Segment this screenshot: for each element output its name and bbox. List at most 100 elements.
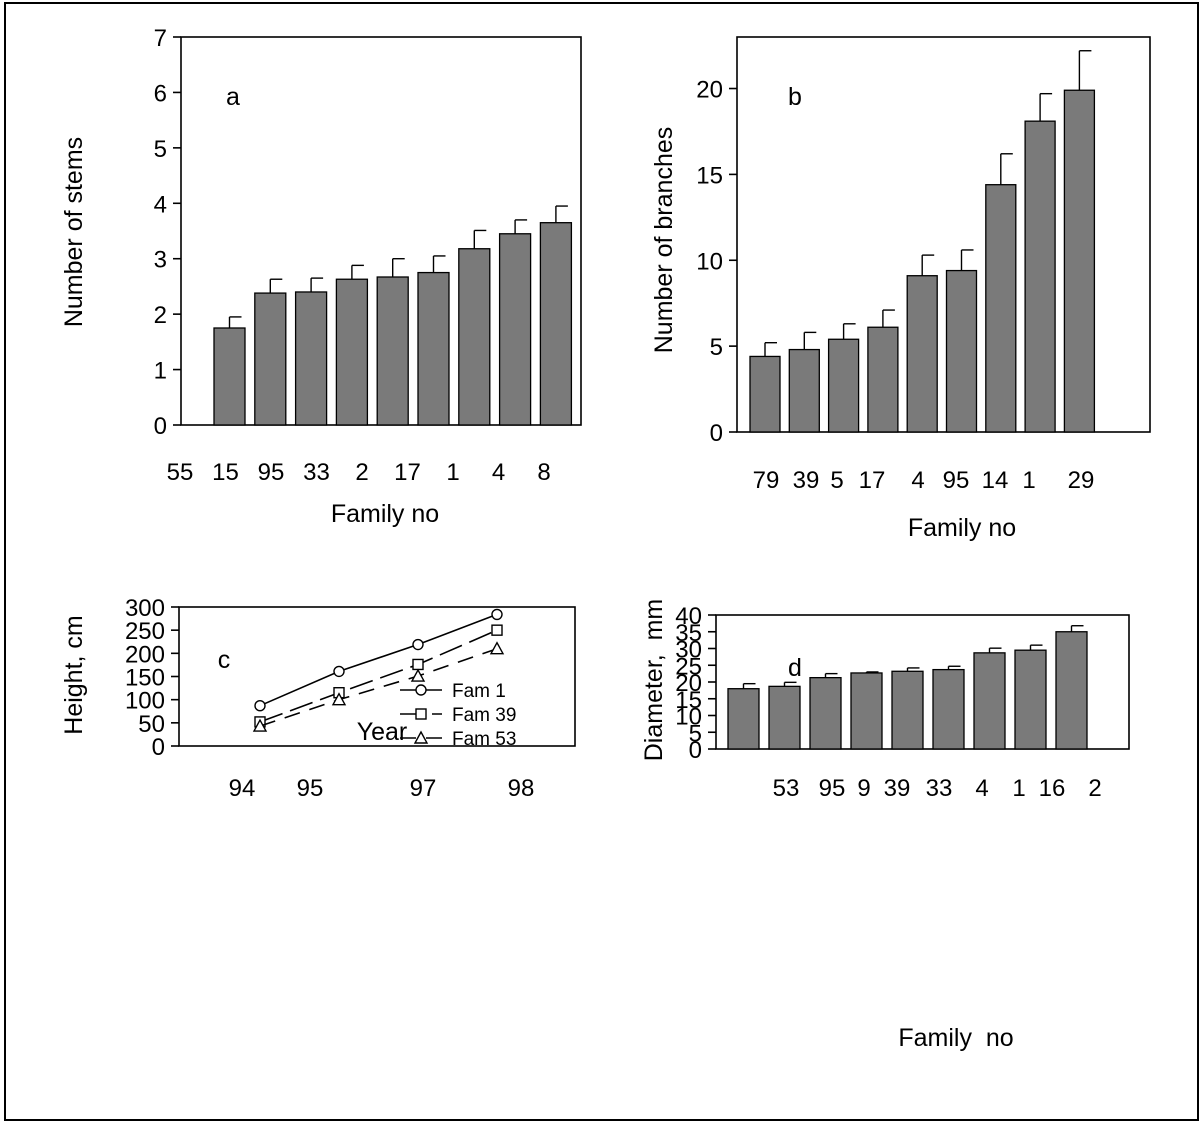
x-axis-label: Family no [331, 500, 439, 528]
x-tick-label: 1 [446, 459, 459, 486]
x-tick-label: 39 [793, 467, 820, 494]
bar [809, 676, 842, 750]
y-tick-label: 4 [154, 191, 167, 218]
series-line [259, 613, 498, 707]
bar [932, 668, 965, 750]
bar [973, 652, 1006, 750]
y-tick-label: 10 [675, 704, 702, 731]
point [252, 718, 268, 732]
point [410, 668, 426, 682]
panel-letter: a [226, 83, 240, 111]
x-tick-label: 98 [508, 775, 535, 802]
point [415, 708, 427, 720]
x-tick-label: 14 [982, 467, 1009, 494]
x-tick-label: 2 [1088, 775, 1101, 802]
bar [1063, 89, 1096, 433]
y-tick-label: 300 [125, 595, 165, 622]
bar [376, 276, 409, 426]
bar [867, 326, 899, 433]
y-tick-label: 100 [125, 688, 165, 715]
x-tick-label: 39 [884, 775, 911, 802]
x-tick-label: 53 [773, 775, 800, 802]
panel-letter: c [218, 646, 231, 674]
y-tick-label: 15 [696, 162, 723, 189]
x-tick-label: 1 [1022, 467, 1035, 494]
bar [213, 327, 246, 426]
x-tick-label: 55 [167, 459, 194, 486]
bar [945, 269, 978, 433]
y-axis-label: Diameter, mm [640, 599, 668, 762]
x-tick-label: 94 [229, 775, 256, 802]
bar [458, 248, 491, 426]
bar [335, 278, 369, 426]
x-tick-label: 9 [857, 775, 870, 802]
x-tick-label: 15 [212, 459, 239, 486]
y-tick-label: 5 [710, 334, 723, 361]
x-tick-label: 8 [537, 459, 550, 486]
x-tick-label: 95 [819, 775, 846, 802]
x-tick-label: 33 [303, 459, 330, 486]
y-tick-label: 20 [696, 77, 723, 104]
x-axis-label: Family no [898, 1024, 1013, 1052]
y-tick-label: 3 [154, 247, 167, 274]
x-tick-label: 95 [943, 467, 970, 494]
y-axis-label: Number of stems [60, 137, 88, 327]
legend-label: Fam 1 [452, 681, 506, 702]
y-tick-label: 2 [154, 302, 167, 329]
x-tick-label: 4 [492, 459, 505, 486]
series-line [259, 647, 498, 727]
x-axis-label: Year [357, 718, 408, 746]
y-tick-label: 5 [689, 720, 702, 747]
x-tick-label: 17 [394, 459, 421, 486]
point [491, 624, 503, 636]
point [333, 665, 345, 678]
point [412, 658, 424, 671]
x-tick-label: 4 [911, 467, 924, 494]
bar [768, 685, 801, 750]
y-tick-label: 25 [675, 653, 702, 680]
bar [539, 222, 573, 426]
x-tick-label: 33 [926, 775, 953, 802]
point [415, 684, 427, 696]
point [254, 699, 266, 712]
bar [850, 672, 883, 750]
y-tick-label: 0 [710, 420, 723, 447]
y-tick-label: 150 [125, 665, 165, 692]
legend-label: Fam 53 [452, 729, 516, 750]
y-tick-label: 7 [154, 25, 167, 52]
bar [498, 233, 532, 426]
y-tick-label: 0 [152, 734, 165, 761]
bar [727, 688, 760, 750]
point [489, 641, 505, 655]
point [331, 692, 347, 706]
panel-b: 0 5 10 15 20 79 39 5 17 4 95 14 1 29 Family no Number o… [650, 36, 1151, 542]
y-tick-label: 40 [675, 603, 702, 630]
y-tick-label: 5 [154, 136, 167, 163]
x-tick-label: 2 [355, 459, 368, 486]
y-tick-label: 15 [675, 687, 702, 714]
y-axis-label: Number of branches [650, 127, 678, 354]
panel-a: 0 1 2 3 4 5 6 7 55 15 95 33 2 17 1 4 8 Family no Number of… [60, 25, 582, 528]
x-tick-label: 97 [410, 775, 437, 802]
x-tick-label: 1 [1012, 775, 1025, 802]
x-tick-label: 29 [1068, 467, 1095, 494]
x-tick-label: 16 [1039, 775, 1066, 802]
y-tick-label: 35 [675, 620, 702, 647]
y-tick-label: 0 [689, 737, 702, 764]
bar [788, 348, 820, 433]
panel-letter: b [788, 83, 802, 111]
bar [417, 271, 450, 426]
y-tick-label: 30 [675, 637, 702, 664]
y-tick-label: 250 [125, 618, 165, 645]
plot-frame [736, 36, 1151, 433]
bar [254, 292, 287, 426]
y-axis-label: Height, cm [60, 615, 88, 734]
bar [891, 670, 924, 750]
bar [1014, 649, 1047, 750]
y-tick-label: 6 [154, 80, 167, 107]
x-tick-label: 4 [975, 775, 988, 802]
y-tick-label: 20 [675, 670, 702, 697]
